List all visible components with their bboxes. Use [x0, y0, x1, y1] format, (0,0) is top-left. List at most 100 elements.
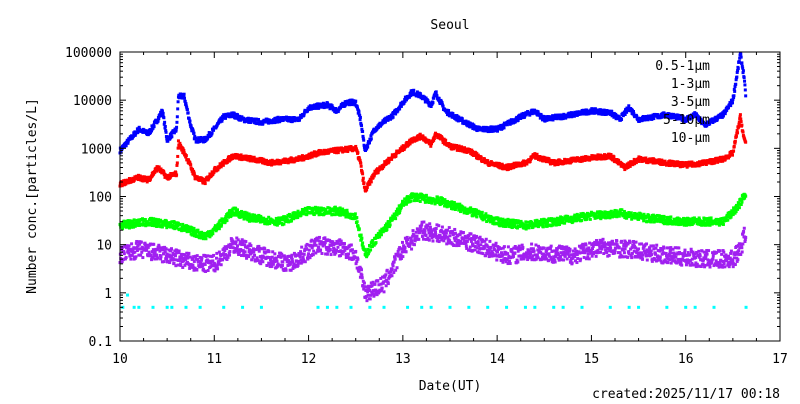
data-point: [145, 180, 149, 184]
data-point: [258, 220, 262, 224]
data-point: [733, 89, 737, 93]
data-point: [331, 106, 335, 110]
data-point: [371, 176, 375, 180]
data-point: [502, 124, 506, 128]
data-point: [186, 111, 190, 115]
data-point: [679, 165, 683, 169]
data-point: [663, 221, 667, 225]
data-point: [634, 161, 638, 165]
data-point: [191, 229, 195, 233]
data-point: [179, 143, 183, 147]
data-point: [276, 115, 280, 119]
data-point: [156, 218, 160, 222]
data-point: [398, 210, 402, 214]
data-point: [226, 215, 230, 219]
data-point: [121, 224, 125, 228]
data-point: [192, 172, 196, 176]
data-point: [517, 220, 521, 224]
data-point: [627, 104, 631, 108]
data-point: [711, 121, 715, 125]
data-point: [415, 192, 419, 196]
data-point: [642, 115, 646, 119]
data-point: [415, 138, 419, 142]
data-point: [181, 96, 185, 100]
data-point: [369, 248, 373, 252]
data-point: [630, 217, 634, 221]
data-point: [361, 172, 365, 176]
data-point: [361, 129, 365, 133]
data-point: [666, 221, 670, 225]
data-point: [646, 114, 650, 118]
data-point: [337, 209, 341, 213]
data-point: [502, 126, 506, 130]
data-point: [254, 214, 258, 218]
data-point: [289, 116, 293, 120]
data-point: [378, 235, 382, 239]
data-point: [735, 129, 739, 133]
data-point: [371, 238, 375, 242]
data-point: [432, 137, 436, 141]
data-point: [555, 220, 559, 224]
data-point: [156, 119, 160, 123]
data-point: [535, 152, 539, 156]
data-point: [147, 221, 151, 225]
data-point: [647, 214, 651, 218]
data-point: [391, 115, 395, 119]
data-point: [412, 88, 416, 92]
data-point: [390, 113, 394, 117]
data-point: [609, 153, 613, 157]
data-point: [234, 207, 238, 211]
data-point: [163, 120, 167, 124]
data-point: [622, 214, 626, 218]
data-point: [614, 209, 618, 213]
data-point: [716, 160, 720, 164]
data-point: [733, 85, 737, 89]
data-point: [155, 169, 159, 173]
data-point: [492, 218, 496, 222]
data-point: [432, 96, 436, 100]
data-point: [607, 109, 611, 113]
data-point: [192, 131, 196, 135]
data-point: [360, 124, 364, 128]
data-point: [143, 218, 147, 222]
data-point: [540, 218, 544, 222]
data-point: [633, 211, 637, 215]
data-point: [225, 219, 229, 223]
data-point: [452, 201, 456, 205]
data-point: [320, 105, 324, 109]
data-point: [356, 106, 360, 110]
data-point: [571, 220, 575, 224]
data-point: [132, 218, 136, 222]
data-point: [510, 221, 514, 225]
data-point: [204, 237, 208, 241]
data-point: [556, 217, 560, 221]
data-point: [740, 61, 744, 65]
data-point: [547, 115, 551, 119]
data-point: [226, 158, 230, 162]
data-point: [338, 206, 342, 210]
data-point: [515, 115, 519, 119]
data-point: [610, 109, 614, 113]
data-point: [379, 233, 383, 237]
data-point: [367, 250, 371, 254]
data-point: [202, 231, 206, 235]
data-point: [460, 117, 464, 121]
data-point: [404, 202, 408, 206]
data-point: [217, 227, 221, 231]
data-point: [205, 234, 209, 238]
data-point: [470, 209, 474, 213]
data-point: [132, 223, 136, 227]
data-point: [466, 211, 470, 215]
data-point: [359, 164, 363, 168]
data-point: [334, 107, 338, 111]
data-point: [441, 198, 445, 202]
data-point: [302, 210, 306, 214]
data-point: [154, 217, 158, 221]
data-point: [365, 147, 369, 151]
data-point: [213, 224, 217, 228]
data-point: [261, 122, 265, 126]
data-point: [224, 116, 228, 120]
data-point: [528, 113, 532, 117]
data-point: [440, 101, 444, 105]
data-point: [316, 206, 320, 210]
